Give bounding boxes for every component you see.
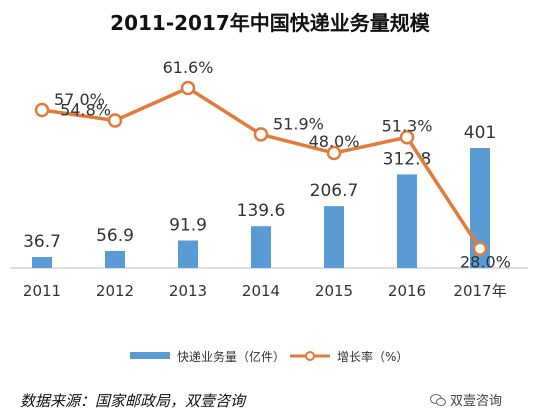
bar-label-2014: 139.6: [237, 201, 286, 221]
legend-bar-label: 快递业务量（亿件）: [177, 349, 285, 364]
bar-label-2017年: 401: [464, 123, 496, 143]
watermark-text: 双壹咨询: [450, 394, 503, 409]
growth-point-2014: [253, 127, 269, 142]
bar-2014: [251, 226, 271, 268]
bar-2013: [178, 240, 198, 268]
source-note: 数据来源：国家邮政局，双壹咨询: [20, 392, 246, 410]
x-tick-2016: 2016: [388, 282, 426, 300]
x-tick-2017年: 2017年: [453, 282, 506, 300]
growth-label-2015: 48.0%: [309, 132, 360, 151]
growth-point-2016: [399, 130, 415, 145]
growth-label-2011: 57.0%: [54, 90, 105, 109]
growth-point-2013: [180, 80, 196, 96]
growth-point-2011: [34, 102, 50, 118]
x-tick-2011: 2011: [23, 282, 61, 300]
wechat-icon: [430, 393, 446, 406]
bar-2016: [397, 174, 417, 268]
x-tick-2015: 2015: [315, 282, 353, 300]
legend-line-label: 增长率（%）: [337, 349, 408, 364]
chart-title: 2011-2017年中国快递业务量规模: [110, 11, 431, 35]
growth-label-2013: 61.6%: [163, 58, 214, 77]
bar-label-2015: 206.7: [310, 181, 359, 201]
growth-point-2017年: [472, 241, 488, 256]
bar-label-2012: 56.9: [96, 226, 134, 246]
watermark: 双壹咨询: [430, 390, 502, 409]
growth-label-2017年: 28.0%: [460, 253, 511, 272]
bar-label-2011: 36.7: [23, 232, 61, 252]
growth-point-2012: [107, 113, 123, 128]
growth-label-2016: 51.3%: [382, 116, 433, 135]
x-tick-2014: 2014: [242, 282, 280, 300]
growth-label-2014: 51.9%: [273, 114, 324, 133]
bar-2012: [105, 250, 125, 268]
x-tick-2013: 2013: [169, 282, 207, 300]
legend-line-marker: [305, 351, 315, 361]
bar-2011: [32, 257, 52, 268]
legend-bar-swatch: [130, 352, 170, 359]
bar-2015: [324, 206, 344, 268]
x-tick-2012: 2012: [96, 282, 134, 300]
growth-point-2015: [326, 145, 342, 161]
growth-label-2012: 54.8%: [60, 101, 111, 120]
bar-label-2013: 91.9: [169, 215, 207, 235]
